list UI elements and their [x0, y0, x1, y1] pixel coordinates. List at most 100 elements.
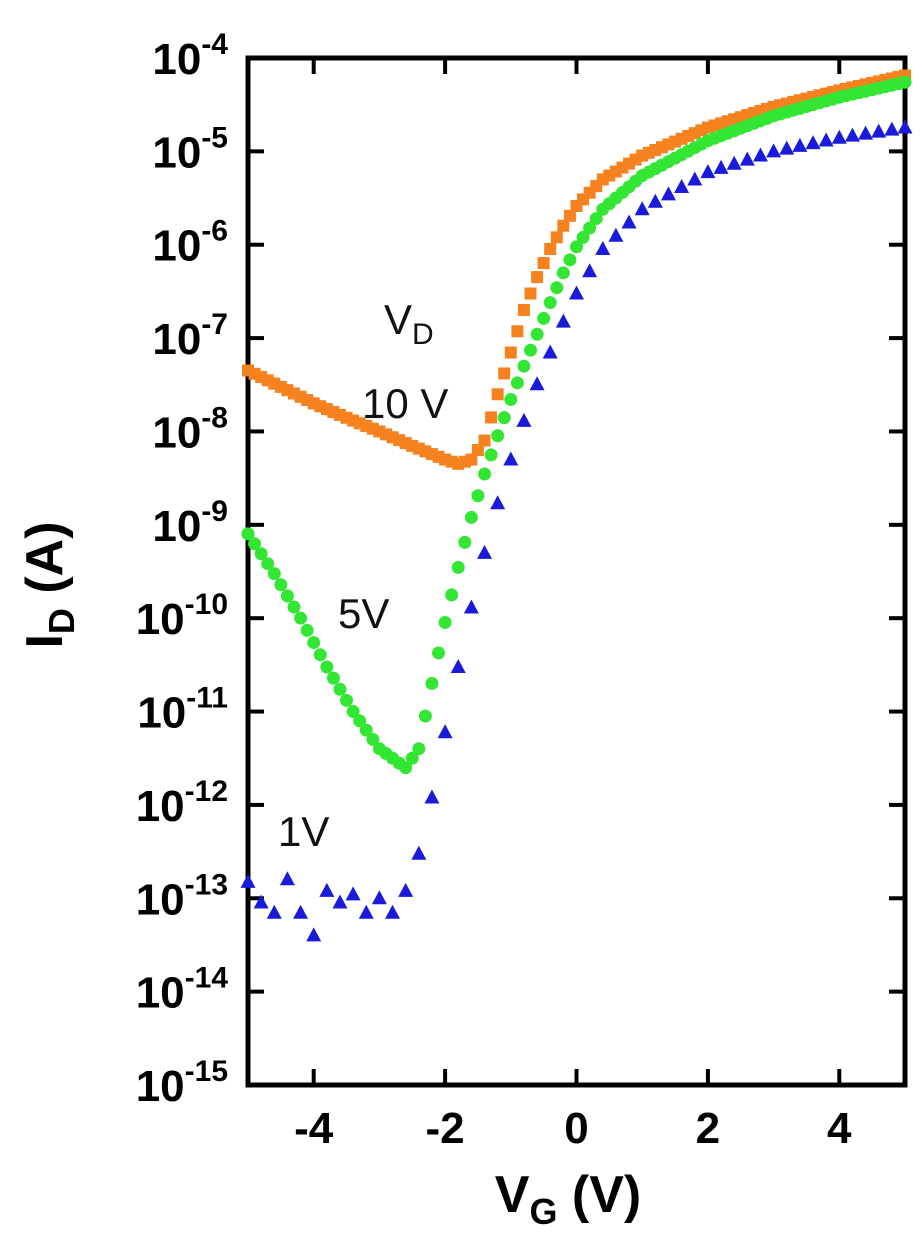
- data-point: [294, 611, 308, 625]
- y-tick-label: 10-11: [137, 682, 228, 738]
- data-point: [254, 547, 268, 561]
- data-point: [359, 723, 373, 737]
- data-point: [621, 214, 637, 229]
- data-point: [451, 560, 465, 574]
- data-point: [405, 751, 419, 765]
- series-1: [242, 69, 911, 470]
- data-point: [530, 327, 544, 341]
- data-point: [715, 117, 728, 130]
- data-point: [766, 143, 782, 158]
- data-point: [463, 599, 479, 614]
- data-point: [491, 388, 504, 401]
- data-point: [333, 682, 347, 696]
- data-point: [884, 121, 900, 136]
- data-point: [687, 171, 703, 186]
- data-point: [438, 615, 452, 629]
- data-point: [726, 155, 742, 170]
- data-point: [241, 527, 255, 541]
- data-point: [529, 376, 545, 391]
- x-tick-label: -4: [294, 1104, 334, 1153]
- data-point: [556, 266, 570, 280]
- y-tick-label: 10-4: [152, 28, 228, 84]
- data-point: [660, 186, 676, 201]
- data-point: [739, 151, 755, 166]
- data-point: [517, 359, 531, 373]
- data-point: [471, 489, 485, 503]
- data-point: [306, 927, 322, 942]
- y-tick-label: 10-6: [152, 215, 228, 271]
- data-point: [608, 227, 624, 242]
- data-point: [511, 325, 524, 338]
- data-point: [831, 129, 847, 144]
- data-point: [353, 714, 367, 728]
- y-axis-title: ID (A): [16, 521, 82, 648]
- y-tick-label: 10-15: [136, 1055, 228, 1111]
- data-point: [279, 871, 295, 886]
- data-point: [340, 693, 354, 707]
- data-point: [332, 894, 348, 909]
- series-3: [240, 119, 913, 942]
- data-point: [582, 263, 598, 278]
- data-point: [517, 303, 530, 316]
- data-point: [858, 125, 874, 140]
- data-point: [504, 346, 517, 359]
- plot-area: [245, 55, 908, 1088]
- data-point: [871, 123, 887, 138]
- data-point: [537, 311, 551, 325]
- data-point: [589, 212, 603, 226]
- data-point: [583, 221, 597, 235]
- y-axis-ticks: 10-4 10-5 10-6 10-7 10-8 10-9 10-10 10-11 10-12 1…: [136, 28, 905, 1111]
- data-point: [300, 623, 314, 637]
- data-point: [634, 201, 650, 216]
- data-point: [531, 271, 544, 284]
- data-point: [503, 451, 519, 466]
- data-point: [307, 636, 321, 650]
- data-point: [595, 240, 611, 255]
- data-point: [490, 495, 506, 510]
- data-point: [326, 671, 340, 685]
- y-tick-label: 10-13: [136, 868, 228, 924]
- data-point: [700, 164, 716, 179]
- data-point: [313, 648, 327, 662]
- x-axis-ticks: -4 -2 0 2 4: [294, 58, 852, 1153]
- data-point: [465, 453, 478, 466]
- data-point: [445, 588, 459, 602]
- data-point: [267, 567, 281, 581]
- data-point: [779, 140, 795, 155]
- data-point: [674, 178, 690, 193]
- data-point: [792, 137, 808, 152]
- x-tick-label: 4: [827, 1104, 852, 1153]
- legend-header-vd: VD: [384, 296, 434, 351]
- data-point: [647, 193, 663, 208]
- series-label-1v: 1V: [278, 808, 329, 855]
- data-point: [805, 135, 821, 150]
- x-tick-label: 0: [564, 1104, 588, 1153]
- data-point: [484, 448, 498, 462]
- data-point: [319, 882, 335, 897]
- series-2: [241, 75, 912, 775]
- data-point: [346, 705, 360, 719]
- data-point: [555, 313, 571, 328]
- data-point: [752, 147, 768, 162]
- data-point: [411, 845, 427, 860]
- y-tick-label: 10-12: [136, 775, 228, 831]
- data-point: [398, 882, 414, 897]
- data-point: [570, 240, 583, 254]
- data-point: [399, 761, 413, 775]
- data-point: [544, 242, 557, 255]
- data-point: [240, 873, 256, 888]
- data-point: [543, 296, 557, 310]
- series-label-5v: 5V: [338, 590, 389, 637]
- data-point: [569, 285, 584, 300]
- data-point: [320, 660, 334, 674]
- data-point: [432, 646, 446, 660]
- data-point: [345, 886, 361, 901]
- data-point: [557, 219, 570, 232]
- data-point: [844, 127, 860, 142]
- y-tick-label: 10-9: [152, 495, 228, 551]
- data-point: [713, 159, 729, 174]
- data-point: [371, 890, 387, 905]
- data-point: [385, 904, 401, 919]
- y-tick-label: 10-14: [136, 962, 229, 1018]
- series-layer: [240, 69, 913, 942]
